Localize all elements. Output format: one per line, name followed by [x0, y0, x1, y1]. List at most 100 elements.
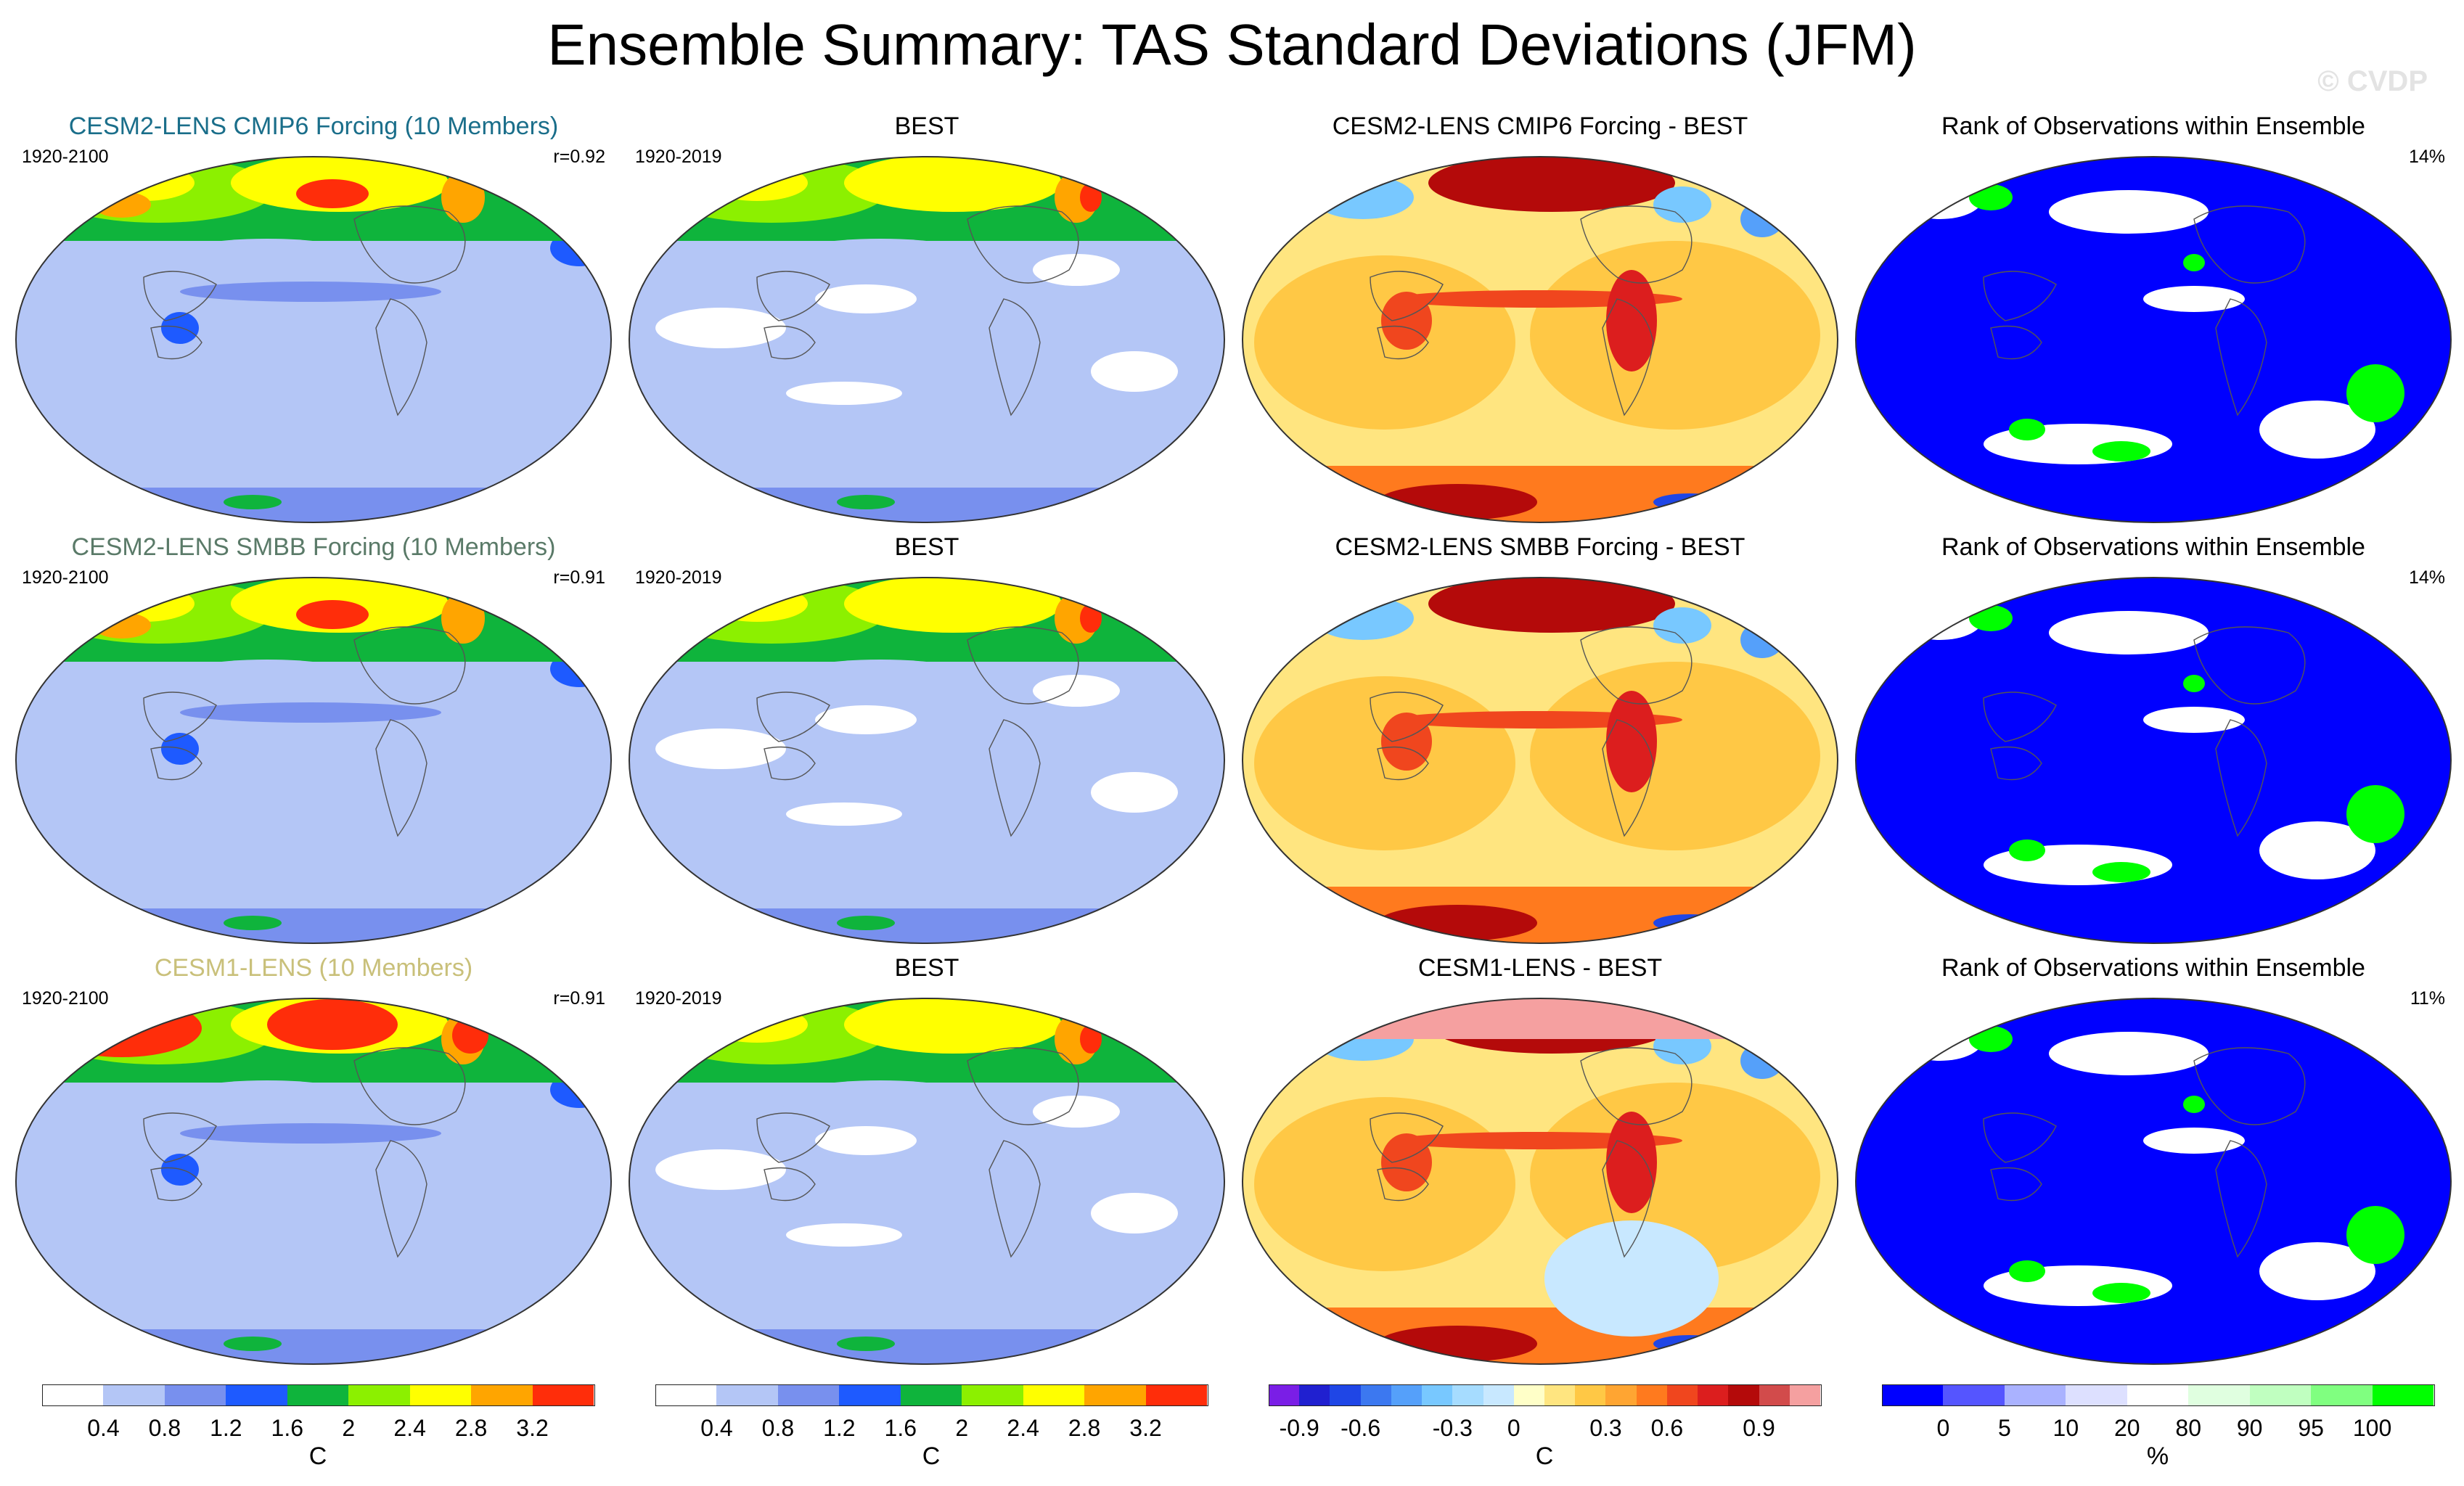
colorbar-diff-tick-label: 0 — [1507, 1415, 1520, 1441]
australia-region — [1381, 292, 1432, 350]
equatorial-band — [180, 1123, 441, 1144]
colorbar-diff-swatch — [1513, 1384, 1545, 1406]
rank-high-region — [2183, 254, 2205, 271]
arctic-region — [1428, 578, 1675, 633]
continent-outline — [2193, 205, 2306, 284]
continent-outline — [1990, 1167, 2042, 1202]
arctic-region — [844, 998, 1062, 1054]
panel-row1-obs: BEST 1920-2019 — [619, 109, 1235, 530]
colorbar-sd-obs-tick-label: 2 — [955, 1415, 969, 1441]
robinson-map-obs — [629, 577, 1225, 944]
colorbar-sd-unit-label: C — [308, 1442, 327, 1470]
colorbar-sd-tick-label: 2 — [342, 1415, 356, 1441]
low-variance-region — [786, 1223, 902, 1247]
colorbar-diff-tick-label: -0.3 — [1432, 1415, 1473, 1441]
colorbar-sd-swatch — [471, 1384, 533, 1406]
colorbar-diff-swatch — [1483, 1384, 1515, 1406]
continent-outline — [1580, 1047, 1693, 1125]
southern-band — [1243, 1308, 1838, 1364]
rank-high-region — [2183, 675, 2205, 692]
colorbar-diff-swatch — [1605, 1384, 1637, 1406]
siberia-hot — [42, 999, 202, 1057]
period-label: 1920-2100 — [22, 988, 109, 1009]
rank-percent-label: 14% — [2408, 147, 2445, 167]
southern-band — [16, 908, 611, 943]
siberia-warm — [93, 612, 151, 639]
antarctic-region — [1069, 497, 1113, 510]
colorbar-diff-swatch — [1269, 1384, 1300, 1406]
panel-title: CESM2-LENS CMIP6 Forcing - BEST — [1332, 112, 1748, 140]
colorbar-rank: 0 5 10 20 80 90 95 100% — [1882, 1384, 2435, 1471]
colorbar-diff-swatch — [1391, 1384, 1423, 1406]
antarctic-region — [837, 495, 895, 509]
cool-region — [1740, 201, 1784, 237]
antarctic-region — [456, 1339, 499, 1352]
colorbar-sd-obs-swatch — [716, 1384, 779, 1406]
rank-high-region — [1969, 605, 2013, 631]
panel-row3-diff: CESM1-LENS - BEST — [1232, 951, 1848, 1371]
pacific-region — [165, 1080, 369, 1121]
continent-outline — [1580, 626, 1693, 705]
colorbar-diff-swatch — [1698, 1384, 1729, 1406]
hudson-hot — [1080, 1025, 1102, 1054]
colorbar-rank-tick-label: 10 — [2052, 1415, 2079, 1441]
colorbar-sd-obs-swatch — [839, 1384, 901, 1406]
colorbar-diff-swatch — [1452, 1384, 1484, 1406]
robinson-map-obs — [629, 998, 1225, 1365]
rank-high-region — [1969, 184, 2013, 210]
colorbar-standard-deviation: 0.4 0.8 1.2 1.6 2 2.4 2.8 3.2 C — [42, 1384, 595, 1471]
colorbar-rank-unit-label: % — [2146, 1442, 2169, 1470]
continent-outline — [756, 271, 830, 321]
southern-band — [629, 488, 1224, 522]
siberia-warm — [677, 589, 735, 625]
continent-outline — [1377, 325, 1429, 360]
low-variance-region — [1091, 351, 1178, 392]
colorbar-difference: -0.9 -0.6 -0.3 0 0.3 0.6 0.9 C — [1269, 1384, 1822, 1471]
colorbar-rank-tick-label: 100 — [2352, 1415, 2392, 1441]
colorbar-sd-obs-swatch — [1145, 1384, 1208, 1406]
low-variance-region — [1091, 772, 1178, 813]
rank-mid-region — [2049, 611, 2209, 654]
hudson-region — [441, 172, 485, 223]
continent-outline — [150, 325, 202, 360]
antarctic-region — [224, 916, 282, 930]
panel-row2-diff: CESM2-LENS SMBB Forcing - BEST — [1232, 530, 1848, 951]
colorbar-diff-tick-label: 0.9 — [1743, 1415, 1775, 1441]
robinson-map-rank — [1855, 156, 2452, 523]
continent-outline — [1370, 1112, 1444, 1163]
robinson-map-diff — [1242, 577, 1838, 944]
colorbar-sd-obs-swatch — [900, 1384, 962, 1406]
map-border — [1242, 156, 1838, 523]
pacific-region — [779, 1080, 982, 1121]
low-variance-region — [815, 284, 917, 313]
panel-row3-rank: Rank of Observations within Ensemble 11% — [1846, 951, 2461, 1371]
colorbar-sd-tick-label: 1.2 — [210, 1415, 242, 1441]
south-america-region — [1606, 270, 1657, 372]
continent-outline — [375, 1140, 427, 1258]
colorbar-sd-swatch — [348, 1384, 411, 1406]
antarctic-region — [837, 916, 895, 930]
cool-region — [1740, 1043, 1784, 1079]
colorbar-sd-swatch — [532, 1384, 594, 1406]
pacific-region — [779, 239, 982, 279]
colorbar-rank-tick-label: 5 — [1997, 1415, 2011, 1441]
rank-mid-region — [2259, 821, 2375, 879]
map-border — [629, 156, 1225, 523]
continent-outline — [989, 1140, 1041, 1258]
colorbar-sd-obs-tick-label: 2.4 — [1007, 1415, 1039, 1441]
colorbar-sd-tick-label: 2.8 — [454, 1415, 488, 1441]
continent-outline — [1990, 325, 2042, 360]
hudson-region — [441, 593, 485, 644]
period-label: 1920-2019 — [635, 147, 722, 167]
continent-outline — [2215, 1140, 2267, 1258]
pattern-correlation-label: r=0.91 — [553, 988, 605, 1009]
southern-band — [629, 1329, 1224, 1364]
rank-high-region — [2009, 1260, 2045, 1282]
colorbar-sd-obs-swatch — [777, 1384, 840, 1406]
colorbar-diff-tick-label: 0.6 — [1650, 1415, 1684, 1441]
colorbar-sd-obs-tick-label: 2.8 — [1068, 1415, 1101, 1441]
southern-band — [16, 488, 611, 522]
colorbar-rank-swatch — [1882, 1384, 1944, 1406]
colorbar-diff-swatch — [1759, 1384, 1790, 1406]
map-border — [1855, 998, 2452, 1365]
